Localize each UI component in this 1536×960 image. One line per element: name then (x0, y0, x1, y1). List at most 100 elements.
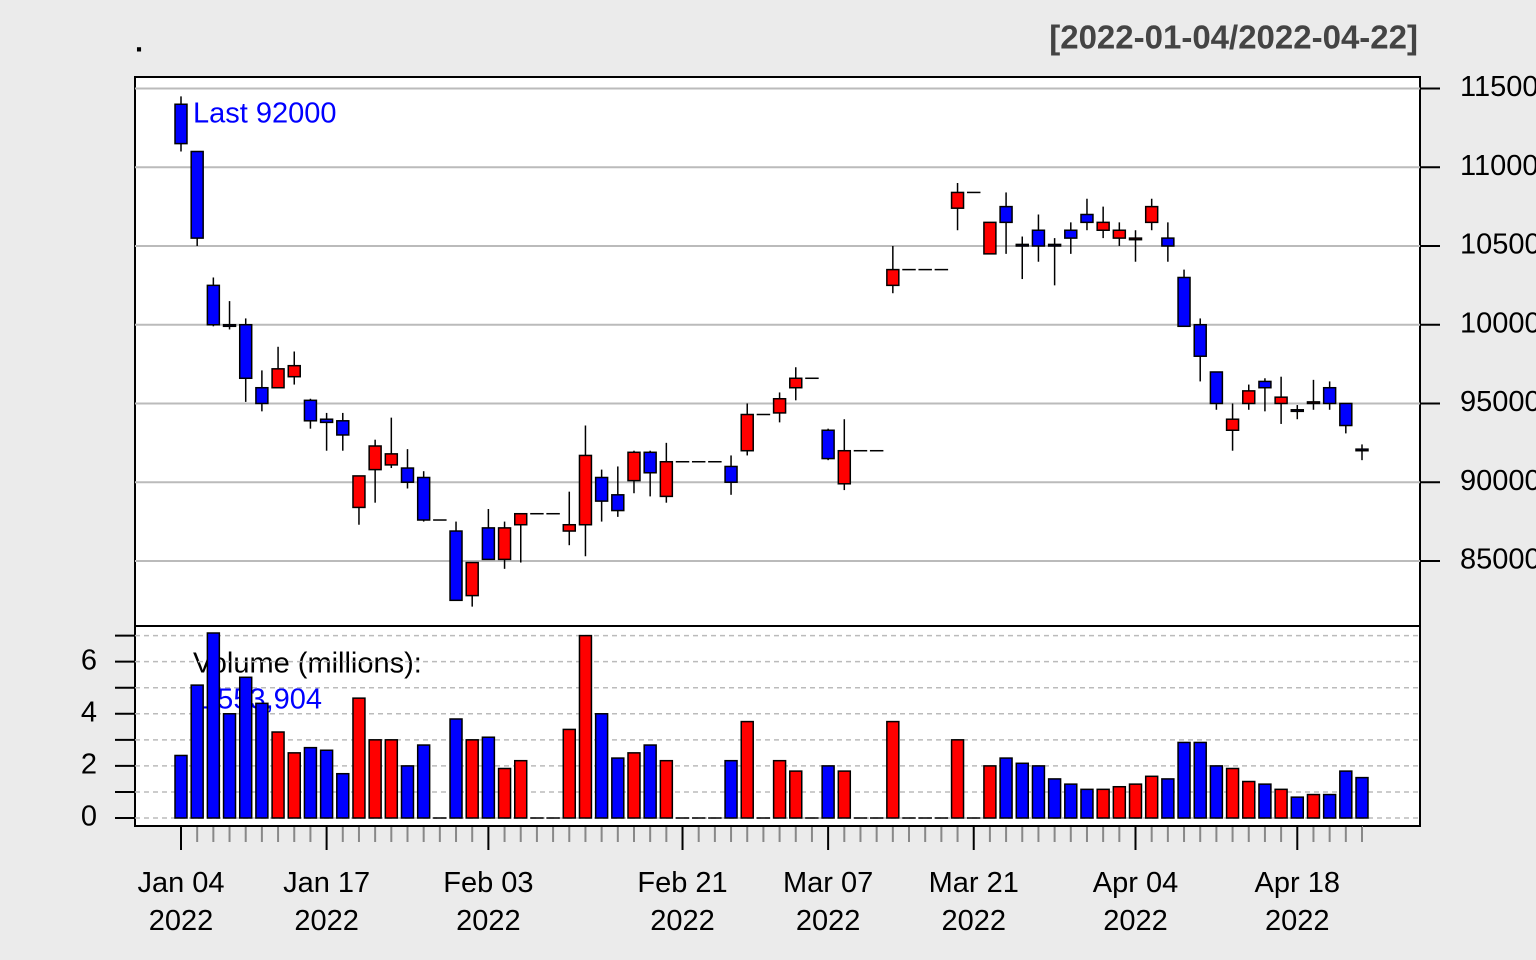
volume-bar (1322, 793, 1337, 819)
candle-body (1128, 237, 1143, 241)
candle-body (789, 377, 803, 389)
x-tick-label: Jan 17 2022 (283, 867, 370, 937)
volume-bar (821, 765, 835, 819)
volume-bar (837, 770, 852, 819)
candle-body (999, 205, 1013, 224)
x-tick-label: Feb 21 2022 (637, 867, 727, 937)
volume-bar (1209, 765, 1224, 819)
volume-bar (1144, 775, 1159, 819)
volume-bar (319, 749, 334, 819)
volume-bar (1161, 778, 1175, 819)
candle-body (465, 561, 479, 597)
volume-bar (1080, 788, 1094, 819)
candle-body (1112, 229, 1127, 239)
candle-body (481, 527, 496, 561)
x-tick-label: Apr 18 2022 (1255, 867, 1340, 937)
candle-body (1096, 221, 1110, 231)
candle-body (594, 476, 609, 502)
candle-body (1031, 229, 1046, 247)
volume-bar (255, 702, 269, 819)
volume-bar (1177, 741, 1191, 819)
candle-body (643, 451, 657, 474)
candle-body (562, 523, 577, 532)
y2-tick-label: 2 (81, 749, 97, 781)
candle-body (1290, 409, 1305, 413)
volume-bar (886, 720, 900, 819)
y2-tick-label: 0 (81, 801, 97, 833)
volume-bar (1258, 783, 1272, 819)
volume-bar (303, 746, 318, 819)
candle-body (1177, 276, 1191, 328)
x-tick-label-line: Mar 07 (783, 867, 873, 899)
last-label: Last 92000 (193, 98, 337, 130)
candle-body (659, 460, 674, 498)
volume-bar (384, 739, 399, 819)
candle-body (1064, 229, 1078, 239)
volume-bar (190, 684, 204, 819)
candle-body (222, 323, 237, 328)
x-tick-label: Apr 04 2022 (1093, 867, 1178, 937)
y2-tick-label: 4 (81, 696, 97, 728)
candle-body (1015, 243, 1029, 247)
volume-bar (1290, 796, 1305, 819)
volume-bar (983, 765, 997, 819)
volume-bar (352, 697, 366, 819)
volume-bar (271, 731, 285, 819)
candle-body (1080, 213, 1094, 224)
volume-bar (206, 632, 221, 819)
candle-body (416, 476, 431, 521)
volume-bar (659, 759, 674, 819)
volume-bar (578, 634, 593, 819)
volume-bar (562, 728, 577, 819)
y-tick-label: 100000 (1460, 307, 1536, 339)
candle-body (368, 445, 382, 471)
x-tick-label-line: Jan 04 (137, 867, 224, 899)
candle-body (837, 449, 852, 485)
x-tick-label-line: Feb 03 (443, 867, 533, 899)
volume-bar (465, 739, 479, 819)
candle-body (1355, 448, 1369, 452)
candle-body (1274, 396, 1288, 405)
volume-bar (999, 757, 1013, 819)
x-tick-label-line: Apr 18 (1255, 867, 1340, 899)
y-tick-label: 105000 (1460, 229, 1536, 261)
x-tick-label: Mar 21 2022 (929, 867, 1019, 937)
volume-bar (611, 757, 625, 819)
candle-body (1144, 205, 1159, 224)
candle-body (611, 494, 625, 512)
volume-bar (238, 676, 253, 819)
x-tick-label: Mar 07 2022 (783, 867, 873, 937)
candle-body (627, 451, 641, 482)
y-tick-label: 95000 (1460, 386, 1536, 418)
volume-bar (1274, 788, 1288, 819)
x-tick-label-line: 2022 (456, 905, 521, 937)
candle-body (983, 221, 997, 255)
volume-bar (481, 736, 496, 819)
candle-body (174, 103, 188, 145)
volume-bar (1047, 778, 1062, 819)
volume-bar (1096, 788, 1110, 819)
candle-body (1258, 380, 1272, 389)
candle-body (886, 268, 900, 287)
volume-bar (287, 752, 301, 819)
x-tick-label-line: 2022 (149, 905, 214, 937)
volume-bar (627, 752, 641, 819)
y-tick-label: 110000 (1460, 150, 1536, 182)
x-tick-label-line: 2022 (294, 905, 359, 937)
candle-body (303, 399, 318, 422)
volume-bar (950, 739, 965, 819)
volume-bar (497, 767, 512, 819)
candle-body (336, 420, 350, 436)
x-tick-label-line: Apr 04 (1093, 867, 1178, 899)
volume-bar (400, 765, 415, 819)
volume-bar (1339, 770, 1353, 819)
candle-body (238, 323, 253, 380)
candle-body (821, 429, 835, 460)
y2-tick-label: 6 (81, 644, 97, 676)
volume-bar (1128, 783, 1143, 819)
x-tick-label-line: 2022 (650, 905, 715, 937)
volume-bar (1306, 793, 1321, 819)
volume-bar (772, 759, 787, 819)
volume-bar (416, 744, 431, 819)
